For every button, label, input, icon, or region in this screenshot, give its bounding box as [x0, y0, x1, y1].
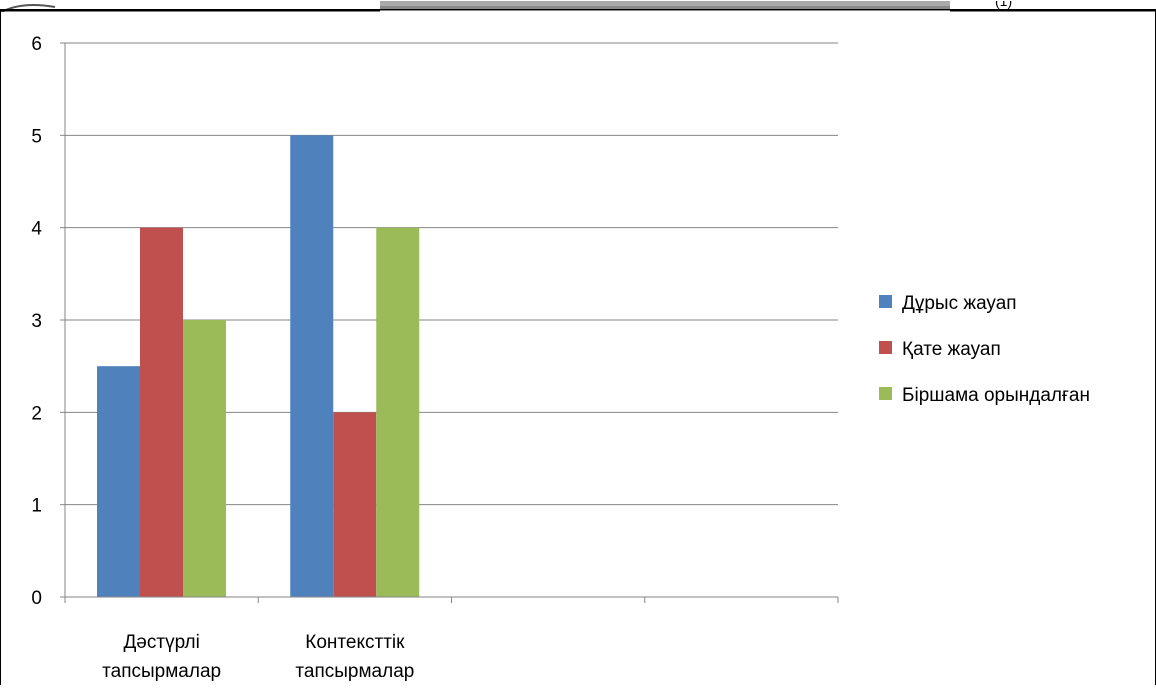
legend-swatch — [879, 387, 892, 400]
bar-chart: 0 1 2 3 4 5 6 Дәстүрлі тапсырмалар Контексттік та… — [0, 9, 1156, 690]
bar — [140, 227, 183, 597]
y-tick-label: 3 — [31, 311, 42, 332]
x-tick-label: Дәстүрлі — [123, 632, 199, 653]
y-tick-label: 0 — [31, 588, 42, 609]
top-strip-graphic: (1) — [0, 0, 1156, 12]
y-tick-label: 1 — [31, 496, 42, 517]
top-strip: (1) — [0, 0, 1156, 12]
y-tick-label: 4 — [31, 219, 42, 240]
legend-label: Біршама орындалған — [902, 385, 1090, 406]
x-tick-label: Контексттік — [305, 632, 405, 653]
y-tick-label: 5 — [31, 126, 42, 147]
chart-frame: 0 1 2 3 4 5 6 Дәстүрлі тапсырмалар Контексттік та… — [0, 9, 1156, 690]
legend-swatch — [879, 295, 892, 308]
axes — [60, 42, 839, 603]
legend-label: Қате жауап — [902, 339, 1001, 360]
x-tick-label: тапсырмалар — [295, 661, 414, 682]
legend-swatch — [879, 341, 892, 354]
legend-label: Дұрыс жауап — [902, 293, 1017, 314]
legend: Дұрыс жауап Қате жауап Біршама орындалған — [879, 293, 1090, 406]
y-tick-label: 2 — [31, 403, 42, 424]
x-tick-labels: Дәстүрлі тапсырмалар Контексттік тапсырмала… — [102, 632, 414, 682]
bar — [333, 412, 377, 597]
y-tick-labels: 0 1 2 3 4 5 6 — [31, 34, 42, 609]
bar — [290, 135, 334, 597]
x-tick-label: тапсырмалар — [102, 661, 221, 682]
bar — [183, 320, 226, 597]
bar — [97, 366, 140, 597]
y-tick-label: 6 — [31, 34, 42, 55]
header-fragment-text: (1) — [995, 1, 1012, 9]
bar — [376, 227, 420, 597]
bars — [97, 135, 420, 597]
